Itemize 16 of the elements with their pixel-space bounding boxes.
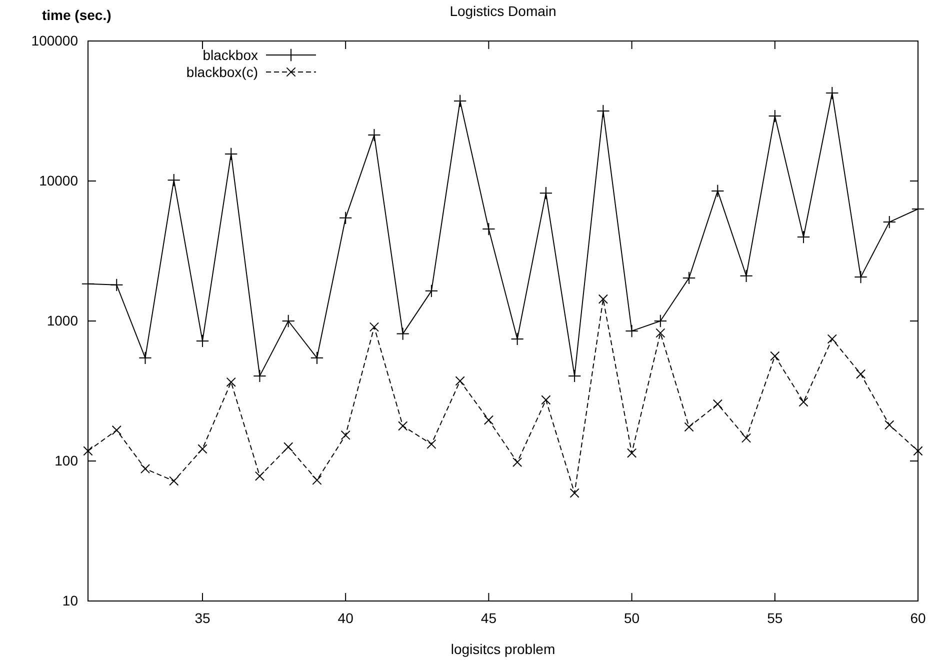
- legend-label: blackbox(c): [186, 64, 258, 80]
- chart-title: Logistics Domain: [450, 3, 556, 19]
- y-tick-label: 10: [62, 592, 78, 608]
- x-axis-title: logisitcs problem: [450, 641, 556, 657]
- x-tick-label: 35: [194, 610, 210, 626]
- y-tick-label: 100000: [31, 32, 78, 48]
- x-tick-label: 55: [767, 610, 783, 626]
- x-tick-label: 40: [338, 610, 354, 626]
- x-tick-label: 60: [910, 610, 926, 626]
- y-tick-label: 100: [54, 452, 78, 468]
- y-tick-label: 1000: [46, 312, 78, 328]
- legend-label: blackbox: [202, 47, 258, 63]
- x-tick-label: 50: [624, 610, 640, 626]
- x-tick-label: 45: [480, 610, 497, 626]
- y-axis-title: time (sec.): [42, 7, 112, 23]
- y-tick-label: 10000: [39, 172, 78, 188]
